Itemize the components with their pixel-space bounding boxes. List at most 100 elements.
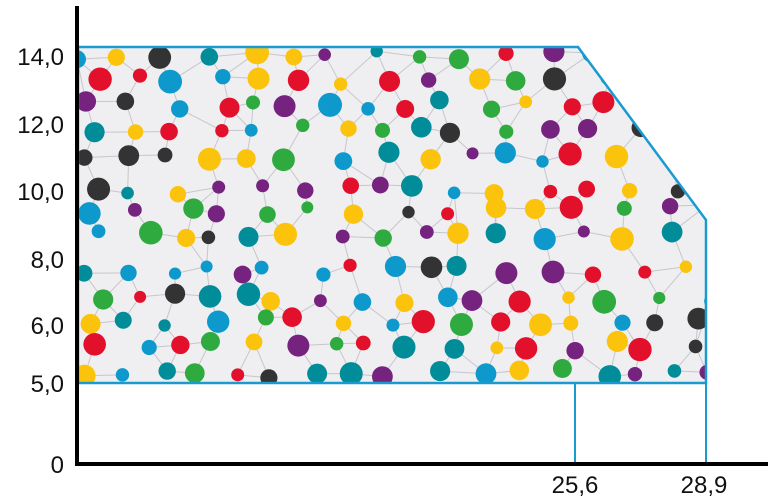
pattern-dot [93,289,114,310]
pattern-dot [246,95,261,110]
pattern-dot [212,180,226,194]
pattern-dot [672,77,687,92]
pattern-dot [339,362,363,383]
pattern-dot [384,255,407,278]
pattern-dot [499,124,514,139]
pattern-dot [375,122,391,138]
pattern-dot [469,68,491,90]
pattern-dot [485,197,507,219]
pattern-dot [638,51,651,64]
pattern-dot [466,147,479,160]
pattern-dot [114,311,132,329]
pattern-dot [420,72,437,88]
pattern-dot [699,365,706,380]
mesh-line [646,78,680,86]
pattern-dot [342,177,360,195]
pattern-dot [509,360,530,381]
pattern-dot [598,365,622,383]
pattern-dot [420,149,441,170]
pattern-dot [121,186,134,200]
pattern-dot [296,118,310,133]
pattern-dot [592,289,617,314]
pattern-dot [656,113,680,136]
pattern-dot [584,266,602,283]
pattern-dot [700,197,706,213]
pattern-dot [482,100,501,118]
pattern-dot [396,99,415,118]
pattern-dot [438,287,458,308]
pattern-dot [485,223,506,244]
pattern-dot [577,118,598,139]
pattern-dot [343,204,364,224]
pattern-dot [552,358,572,378]
pattern-dot [115,368,130,382]
pattern-dot [447,186,461,200]
pattern-dot [631,96,655,120]
pattern-dot [219,97,240,118]
pattern-dot [141,339,157,356]
pattern-dot [566,341,584,360]
pattern-dot [661,197,679,215]
pattern-dot [254,260,269,275]
pattern-dot [353,293,372,311]
pattern-dot [233,265,252,284]
pattern-dot [563,315,579,331]
pattern-dot [287,69,310,92]
mesh-line [340,50,378,85]
pattern-dot [127,124,144,140]
pattern-dot [272,148,295,172]
pattern-dot [627,366,643,382]
pattern-dot [604,144,629,169]
pattern-dot [273,222,298,246]
pattern-dot [439,122,461,143]
pattern-dot [562,291,575,304]
pattern-dot [200,48,219,66]
pattern-dot [563,98,581,116]
pattern-dot [661,221,683,243]
pattern-dot [200,332,220,352]
pattern-dot [200,260,213,273]
pattern-dot [245,47,270,65]
y-label-0: 0 [51,452,64,479]
pattern-dot [215,68,231,85]
pattern-dot [287,334,310,357]
mesh-line [640,107,644,128]
pattern-dot [582,47,602,63]
pattern-dot [164,283,186,304]
mesh-line [679,52,688,86]
pattern-dot [198,285,222,308]
pattern-dot [495,262,518,285]
pattern-dot [88,67,112,91]
pattern-dot [610,227,634,251]
pattern-dot [505,71,526,91]
pattern-dot [245,333,263,351]
pattern-dot [524,198,546,220]
pattern-dot [87,177,111,201]
mesh-line [644,52,687,58]
pattern-dot [160,122,178,141]
pattern-dot [236,282,261,306]
pattern-dot [158,319,171,332]
pattern-dot [157,147,173,163]
pattern-dot [329,337,344,351]
pattern-dot [78,91,97,112]
dots [78,47,706,383]
mesh-line [376,50,420,58]
pattern-dot [273,95,296,118]
pattern-dot [543,184,558,199]
y-label-14: 14,0 [17,44,64,71]
pattern-dot [301,201,314,214]
pattern-dot [83,333,106,356]
pattern-dot [318,48,331,61]
x-label-28-9: 28,9 [681,472,728,499]
pattern-dot [592,91,615,114]
pattern-dot [343,258,357,272]
pattern-dot [247,67,270,90]
pattern-dot [670,184,685,199]
pattern-dot [171,335,190,355]
pattern-dot [498,47,514,61]
pattern-dot [475,363,497,383]
pattern-dot [177,228,196,248]
pattern-dot [307,363,328,383]
